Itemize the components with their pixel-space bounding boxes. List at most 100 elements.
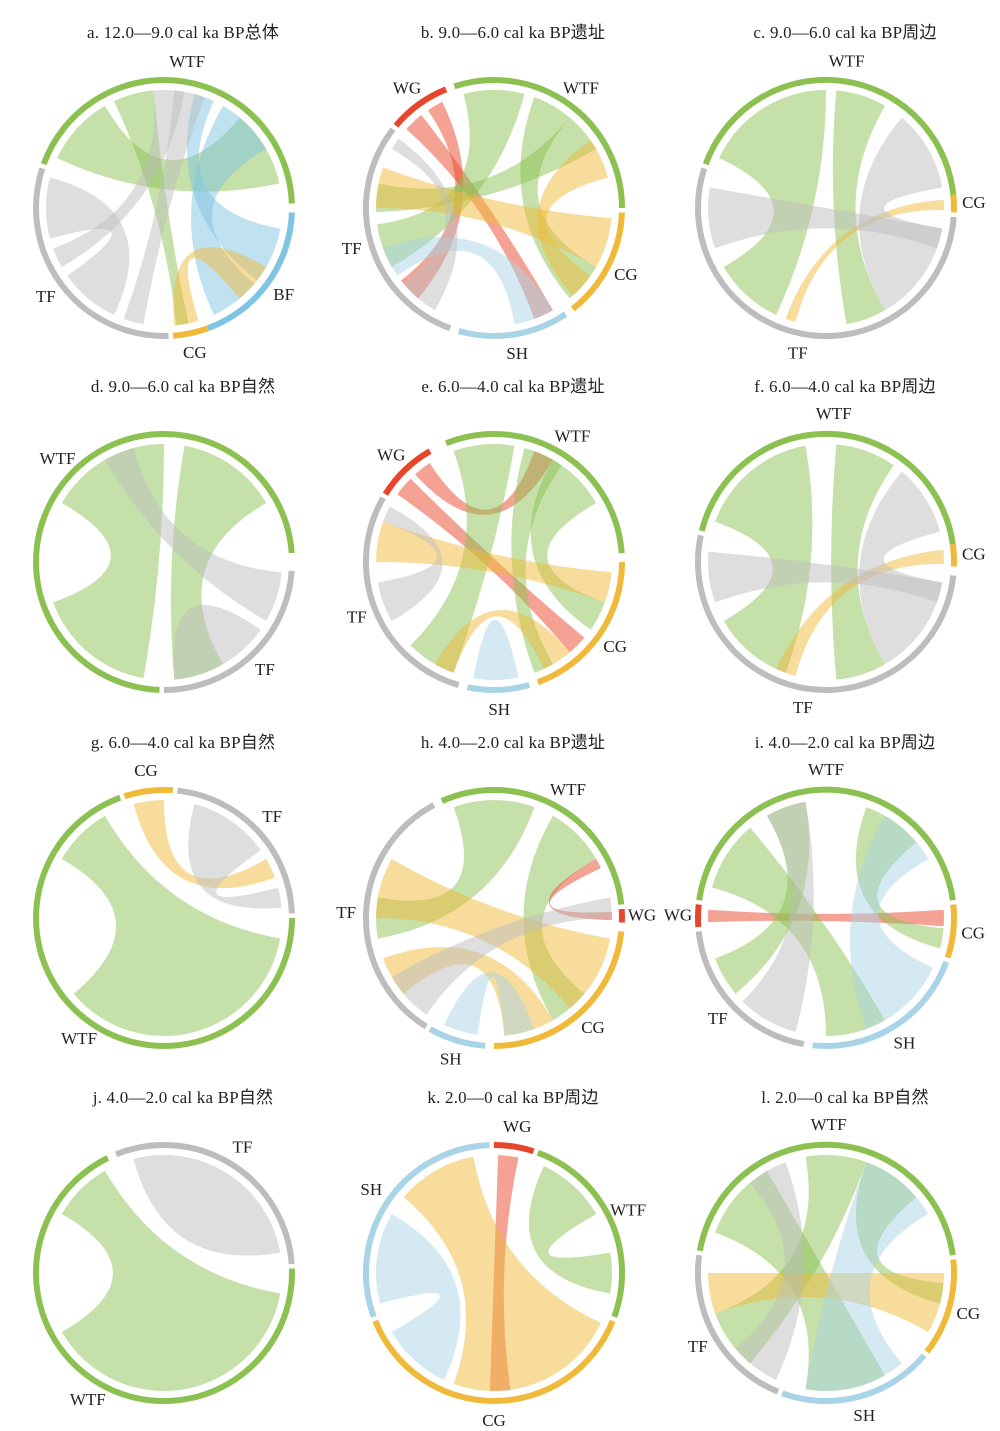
group-label: WTF	[70, 1390, 106, 1409]
chord-ribbon	[530, 459, 605, 630]
group-label: WTF	[829, 51, 865, 70]
panel-title: h. 4.0—2.0 cal ka BP遗址	[420, 733, 606, 752]
group-arc	[33, 431, 295, 693]
chord-ribbon	[133, 1155, 281, 1256]
group-arc	[393, 86, 448, 128]
chord-ribbon	[708, 1273, 944, 1332]
chord-ribbon	[186, 94, 281, 281]
group-arc	[694, 1254, 780, 1395]
group-label: WTF	[550, 780, 586, 799]
group-label: SH	[440, 1050, 462, 1069]
chord-ribbon	[123, 90, 205, 325]
group-arc	[949, 543, 957, 567]
chord-ribbon	[435, 609, 570, 673]
group-label: WG	[377, 446, 405, 465]
group-arc	[33, 167, 169, 339]
group-label: SH	[360, 1180, 382, 1199]
group-label: WTF	[61, 1029, 97, 1048]
chord-panel: f. 6.0—4.0 cal ka BP周边 WTF CG TF	[680, 372, 1000, 717]
group-label: TF	[788, 343, 808, 362]
chord-plot: WTF CG TF	[695, 51, 986, 362]
group-arc	[428, 1026, 486, 1049]
group-arc	[172, 325, 209, 339]
chord-ribbon	[114, 90, 189, 326]
group-label: TF	[336, 903, 356, 922]
group-arc	[696, 786, 956, 901]
chord-ribbon	[61, 1170, 281, 1392]
group-label: WG	[628, 905, 656, 924]
group-arc	[457, 311, 568, 339]
chord-ribbon	[537, 140, 608, 296]
group-label: WTF	[808, 760, 844, 779]
chord-ribbon	[831, 444, 894, 680]
chord-plot: WTF CG SH TF WG	[342, 77, 638, 363]
group-label: WTF	[554, 427, 590, 446]
group-label: WTF	[563, 78, 599, 97]
chord-ribbon	[173, 247, 267, 326]
group-label: CG	[956, 1304, 980, 1323]
chord-plot: WTF TF	[33, 1138, 295, 1409]
group-arc	[812, 960, 950, 1049]
chord-panel: k. 2.0—0 cal ka BP周边 WG WTF CG SH	[348, 1083, 678, 1430]
group-arc	[695, 931, 805, 1048]
chord-ribbon	[735, 1162, 804, 1380]
group-arc	[440, 787, 625, 905]
group-label: CG	[962, 544, 986, 563]
group-arc	[123, 786, 174, 800]
chord-ribbon	[742, 801, 814, 1032]
panel-title: j. 4.0—2.0 cal ka BP自然	[92, 1088, 274, 1107]
chord-ribbon	[473, 619, 519, 681]
chord-ribbon	[707, 187, 943, 249]
group-label: CG	[134, 761, 158, 780]
group-label: TF	[347, 607, 367, 626]
chord-ribbon	[105, 448, 282, 621]
group-label: CG	[603, 637, 627, 656]
chord-plot: WTF CG SH TF	[688, 1115, 980, 1425]
group-arc	[177, 787, 295, 914]
group-arc	[206, 212, 295, 332]
panel-title: c. 9.0—6.0 cal ka BP周边	[753, 23, 937, 42]
group-label: WTF	[169, 52, 205, 71]
group-label: CG	[183, 343, 207, 362]
panel-title: i. 4.0—2.0 cal ka BP周边	[754, 733, 936, 752]
panel-title: d. 9.0—6.0 cal ka BP自然	[90, 377, 276, 396]
chord-ribbon	[375, 1214, 461, 1380]
group-arc	[493, 1142, 535, 1155]
group-arc	[924, 1259, 957, 1354]
group-arc	[493, 931, 625, 1049]
group-label: TF	[342, 239, 362, 258]
panel-title: k. 2.0—0 cal ka BP周边	[427, 1088, 599, 1107]
panel-title: g. 6.0—4.0 cal ka BP自然	[90, 733, 276, 752]
group-label: TF	[708, 1009, 728, 1028]
group-label: CG	[614, 265, 638, 284]
group-label: WG	[503, 1117, 531, 1136]
group-arc	[362, 496, 460, 688]
group-label: CG	[961, 924, 985, 943]
group-label: SH	[506, 344, 528, 363]
chord-plot: WTF CG SH TF WG	[347, 427, 627, 719]
chord-panel: h. 4.0—2.0 cal ka BP遗址 WTF WG CG SH TF	[336, 728, 678, 1069]
group-arc	[536, 1149, 626, 1318]
chord-panel: b. 9.0—6.0 cal ka BP遗址 WTF CG SH TF WG	[342, 18, 678, 363]
group-label: WG	[664, 905, 692, 924]
group-arc	[695, 534, 957, 693]
group-label: TF	[255, 660, 275, 679]
group-label: SH	[894, 1034, 916, 1053]
panel-title: e. 6.0—4.0 cal ka BP遗址	[421, 377, 605, 396]
chord-plot: WTF CG TF	[695, 404, 986, 717]
group-label: WTF	[40, 449, 76, 468]
chord-ribbon	[377, 506, 443, 621]
group-arc	[362, 1142, 490, 1318]
chord-ribbon	[859, 117, 943, 311]
group-label: SH	[853, 1406, 875, 1425]
chord-ribbon	[520, 97, 597, 299]
chord-panel: j. 4.0—2.0 cal ka BP自然 WTF TF	[18, 1083, 348, 1413]
chord-panel: g. 6.0—4.0 cal ka BP自然 WTF CG TF	[18, 728, 348, 1058]
chord-ribbon	[805, 1162, 929, 1391]
group-arc	[362, 127, 452, 332]
chord-ribbon	[403, 1156, 601, 1392]
chord-panel: l. 2.0—0 cal ka BP自然 WTF CG SH TF	[680, 1083, 1000, 1425]
chord-ribbon	[133, 800, 275, 889]
group-arc	[698, 430, 956, 545]
chord-ribbon	[53, 89, 185, 267]
